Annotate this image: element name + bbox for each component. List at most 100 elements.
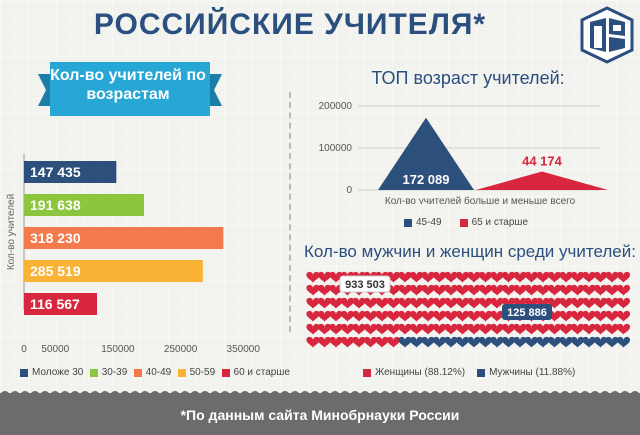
heart-26 xyxy=(605,271,619,283)
heart-30 xyxy=(329,284,343,296)
heart-42 xyxy=(467,284,481,296)
bar-2 xyxy=(24,227,224,249)
heart-153 xyxy=(455,336,470,348)
legend-item-1: 30-39 xyxy=(89,367,128,378)
heart-112 xyxy=(306,323,320,335)
page-title: РОССИЙСКИЕ УЧИТЕЛЯ* xyxy=(93,8,487,41)
heart-1 xyxy=(317,271,332,283)
heart-100 xyxy=(490,310,504,322)
heart-135 xyxy=(570,323,585,335)
heart-162 xyxy=(559,336,573,348)
heart-68 xyxy=(444,297,458,309)
heart-123 xyxy=(432,323,447,335)
legend-swatch-3 xyxy=(177,368,186,377)
bar-label-2: 318 230 xyxy=(30,230,81,246)
heart-89 xyxy=(363,310,378,322)
heart-158 xyxy=(513,336,527,348)
legend-label-0: Моложе 30 xyxy=(32,367,84,378)
heart-134 xyxy=(559,323,573,335)
heart-148 xyxy=(398,336,412,348)
heart-54 xyxy=(605,284,619,296)
legend-swatch-1 xyxy=(459,218,468,227)
legend-swatch-0 xyxy=(363,368,371,377)
legend-item-3: 50-59 xyxy=(177,367,215,378)
legend-label-4: 60 и старше xyxy=(233,367,290,378)
age-legend: Моложе 30 30-39 40-49 50-59 60 и старше xyxy=(20,367,290,378)
legend-item-1: 65 и старше xyxy=(459,217,528,228)
legend-item-0: Моложе 30 xyxy=(20,367,83,378)
bar-label-3: 285 519 xyxy=(30,263,81,279)
gender-title: Кол-во мужчин и женщин среди учителей: xyxy=(304,242,636,261)
heart-145 xyxy=(363,336,378,348)
heart-83 xyxy=(616,297,631,309)
heart-82 xyxy=(605,297,619,309)
heart-111 xyxy=(616,310,631,322)
heart-161 xyxy=(547,336,562,348)
heart-76 xyxy=(536,297,550,309)
heart-2 xyxy=(329,271,343,283)
y-axis-label: Кол-во учителей xyxy=(6,194,17,270)
heart-122 xyxy=(421,323,435,335)
legend-item-4: 60 и старше xyxy=(221,367,290,378)
x-tick-1: 50000 xyxy=(41,344,69,355)
heart-119 xyxy=(386,323,401,335)
heart-147 xyxy=(386,336,401,348)
gender-legend: Женщины (88.12%) Мужчины (11.88%) xyxy=(363,367,575,378)
women-count-label: 933 503 xyxy=(345,279,385,291)
heart-109 xyxy=(593,310,608,322)
bar-chart-title: Кол-во учителей по возрастам xyxy=(50,67,206,103)
heart-108 xyxy=(582,310,596,322)
heart-80 xyxy=(582,297,596,309)
heart-72 xyxy=(490,297,504,309)
heart-65 xyxy=(409,297,424,309)
top-bar-label-1: 44 174 xyxy=(522,153,563,168)
heart-0 xyxy=(306,271,320,283)
footer-note: *По данным сайта Минобрнауки России xyxy=(0,393,640,435)
heart-139 xyxy=(616,323,631,335)
heart-7 xyxy=(386,271,401,283)
heart-129 xyxy=(501,323,516,335)
heart-10 xyxy=(421,271,435,283)
heart-121 xyxy=(409,323,424,335)
bar-label-1: 191 638 xyxy=(30,197,81,213)
heart-49 xyxy=(547,284,562,296)
heart-36 xyxy=(398,284,412,296)
heart-136 xyxy=(582,323,596,335)
legend-swatch-0 xyxy=(20,368,28,377)
heart-40 xyxy=(444,284,458,296)
heart-23 xyxy=(570,271,585,283)
heart-167 xyxy=(616,336,631,348)
heart-150 xyxy=(421,336,435,348)
heart-141 xyxy=(317,336,332,348)
ribbon-banner xyxy=(38,62,222,116)
heart-98 xyxy=(467,310,481,322)
heart-53 xyxy=(593,284,608,296)
heart-67 xyxy=(432,297,447,309)
top-age-title: ТОП возраст учителей: xyxy=(371,68,565,88)
heart-115 xyxy=(340,323,355,335)
legend-item-0: Женщины (88.12%) xyxy=(363,367,465,378)
heart-124 xyxy=(444,323,458,335)
heart-14 xyxy=(467,271,481,283)
heart-20 xyxy=(536,271,550,283)
heart-66 xyxy=(421,297,435,309)
x-tick-0: 0 xyxy=(21,344,27,355)
legend-label-1: 30-39 xyxy=(101,367,128,378)
heart-107 xyxy=(570,310,585,322)
heart-164 xyxy=(582,336,596,348)
legend-item-0: 45-49 xyxy=(404,217,442,228)
heart-48 xyxy=(536,284,550,296)
men-callout xyxy=(502,304,552,320)
heart-154 xyxy=(467,336,481,348)
heart-116 xyxy=(352,323,366,335)
heart-79 xyxy=(570,297,585,309)
heart-70 xyxy=(467,297,481,309)
heart-41 xyxy=(455,284,470,296)
heart-146 xyxy=(375,336,389,348)
bar-4 xyxy=(24,293,98,315)
heart-45 xyxy=(501,284,516,296)
heart-21 xyxy=(547,271,562,283)
heart-144 xyxy=(352,336,366,348)
heart-117 xyxy=(363,323,378,335)
heart-127 xyxy=(478,323,493,335)
